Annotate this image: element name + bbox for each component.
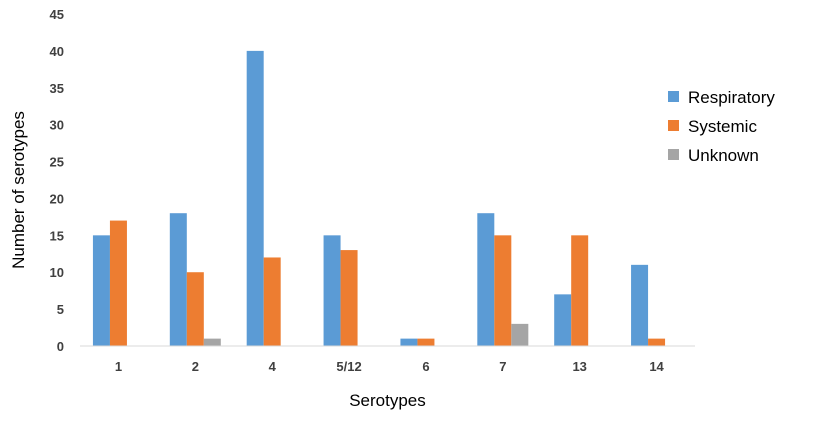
bar-respiratory-6: [400, 338, 418, 346]
bar-respiratory-5-12: [323, 235, 341, 346]
bar-systemic-2: [186, 272, 204, 346]
bar-systemic-5-12: [340, 250, 358, 346]
x-tick-label: 13: [572, 359, 586, 374]
y-tick-label: 45: [50, 7, 64, 22]
bar-systemic-4: [263, 257, 281, 346]
bar-respiratory-7: [477, 213, 495, 346]
y-tick-label: 40: [50, 44, 64, 59]
legend-label-respiratory: Respiratory: [688, 88, 775, 107]
bar-respiratory-14: [631, 264, 649, 346]
bar-systemic-6: [417, 338, 435, 346]
legend-swatch-respiratory: [668, 91, 679, 102]
y-tick-label: 0: [57, 339, 64, 354]
bar-respiratory-2: [169, 213, 187, 346]
bar-series: [92, 50, 666, 347]
legend-label-systemic: Systemic: [688, 117, 757, 136]
x-tick-label: 4: [269, 359, 277, 374]
bar-systemic-7: [494, 235, 512, 346]
x-tick-label: 14: [649, 359, 664, 374]
y-tick-label: 5: [57, 302, 64, 317]
x-tick-label: 6: [422, 359, 429, 374]
legend-swatch-unknown: [668, 149, 679, 160]
bar-systemic-1: [109, 220, 127, 346]
x-tick-label: 2: [192, 359, 199, 374]
y-tick-label: 20: [50, 191, 64, 206]
legend: Respiratory Systemic Unknown: [668, 88, 775, 165]
legend-swatch-systemic: [668, 120, 679, 131]
x-tick-label: 5/12: [336, 359, 361, 374]
bar-respiratory-1: [92, 235, 110, 346]
y-tick-label: 30: [50, 118, 64, 133]
y-axis-ticks: 0 5 10 15 20 25 30 35 40 45: [50, 7, 64, 354]
x-axis-ticks: 1 2 4 5/12 6 7 13 14: [115, 359, 665, 374]
bar-respiratory-4: [246, 50, 264, 347]
y-tick-label: 10: [50, 265, 64, 280]
bar-systemic-13: [571, 235, 589, 346]
bar-unknown-2: [203, 338, 221, 346]
bar-unknown-7: [511, 323, 529, 346]
y-tick-label: 25: [50, 155, 64, 170]
legend-label-unknown: Unknown: [688, 146, 759, 165]
bar-respiratory-13: [554, 294, 572, 346]
x-tick-label: 7: [499, 359, 506, 374]
x-axis-title: Serotypes: [349, 391, 426, 410]
bar-systemic-14: [648, 338, 666, 346]
y-tick-label: 15: [50, 228, 64, 243]
y-tick-label: 35: [50, 81, 64, 96]
y-axis-title: Number of serotypes: [9, 111, 28, 269]
x-tick-label: 1: [115, 359, 122, 374]
